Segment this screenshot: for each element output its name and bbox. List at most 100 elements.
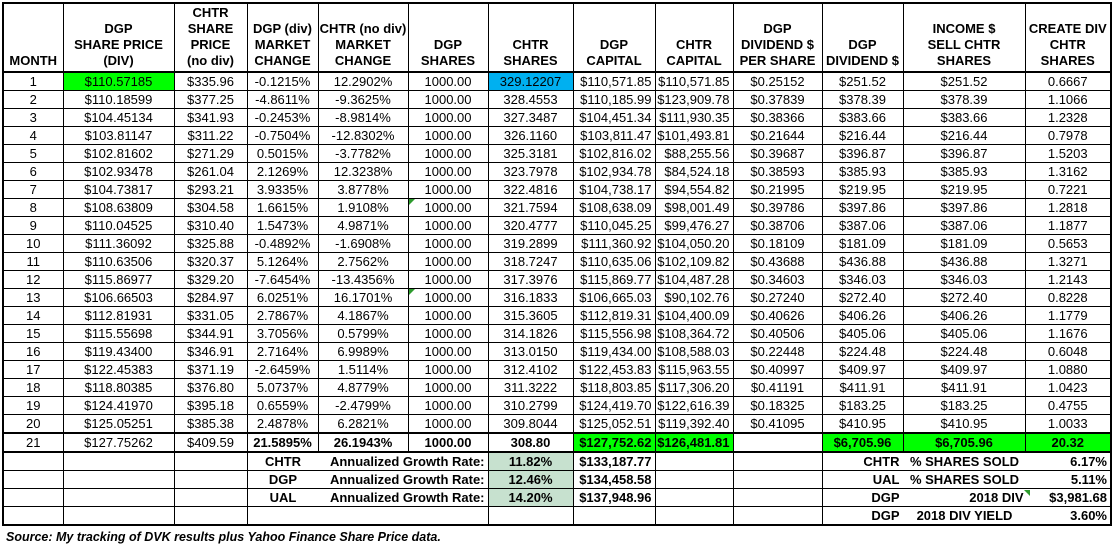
summary-growth-label-blank[interactable]: [246, 506, 489, 526]
cell-r8-chtr_capital[interactable]: $98,001.49: [654, 198, 734, 217]
cell-r21-div_per_share[interactable]: [732, 432, 823, 453]
cell-r10-dgp_shares[interactable]: 1000.00: [407, 234, 489, 253]
cell-r3-dgp_shares[interactable]: 1000.00: [407, 108, 489, 127]
cell-r12-chtr_price[interactable]: $329.20: [173, 270, 248, 289]
cell-r15-div_per_share[interactable]: $0.40506: [732, 324, 823, 343]
cell-r2-chtr_shares[interactable]: 328.4553: [487, 90, 574, 109]
cell-r11-div_per_share[interactable]: $0.43688: [732, 252, 823, 271]
summary-right-UAL-2[interactable]: UAL % SHARES SOLD 5.11%: [821, 470, 1112, 489]
cell-r20-dgp_capital[interactable]: $125,052.51: [572, 414, 656, 434]
cell-r2-dgp_shares[interactable]: 1000.00: [407, 90, 489, 109]
cell-r16-dgp_shares[interactable]: 1000.00: [407, 342, 489, 361]
cell-summary-1-chtr_price[interactable]: [173, 451, 248, 471]
cell-r18-create_div[interactable]: 1.0423: [1024, 378, 1112, 397]
cell-r9-chtr_shares[interactable]: 320.4777: [487, 216, 574, 235]
cell-r18-dgp_price[interactable]: $118.80385: [62, 378, 175, 397]
col-header-dgp_shares[interactable]: DGP SHARES: [407, 2, 489, 73]
cell-r2-chtr_capital[interactable]: $123,909.78: [654, 90, 734, 109]
cell-r20-chtr_capital[interactable]: $119,392.40: [654, 414, 734, 434]
cell-r4-dgp_dividend[interactable]: $216.44: [821, 126, 904, 145]
cell-r16-chtr_price[interactable]: $346.91: [173, 342, 248, 361]
cell-summary-3-chtr_price[interactable]: [173, 488, 248, 507]
cell-summary-2-dgp_price[interactable]: [62, 470, 175, 489]
cell-r12-chtr_capital[interactable]: $104,487.28: [654, 270, 734, 289]
cell-r6-month[interactable]: 6: [2, 162, 64, 181]
cell-summary-4-chtr_capital[interactable]: [654, 506, 734, 526]
cell-r10-div_per_share[interactable]: $0.18109: [732, 234, 823, 253]
cell-r7-div_per_share[interactable]: $0.21995: [732, 180, 823, 199]
cell-r17-dgp_chg[interactable]: -2.6459%: [246, 360, 319, 379]
cell-r8-dgp_shares[interactable]: 1000.00: [407, 198, 489, 217]
cell-r13-div_per_share[interactable]: $0.27240: [732, 288, 823, 307]
cell-r2-dgp_dividend[interactable]: $378.39: [821, 90, 904, 109]
col-header-chtr_price[interactable]: CHTR SHARE PRICE (no div): [173, 2, 248, 73]
cell-r4-income_sell[interactable]: $216.44: [902, 126, 1026, 145]
summary-growth-amount-DGP[interactable]: $134,458.58: [572, 470, 656, 489]
cell-r18-chtr_shares[interactable]: 311.3222: [487, 378, 574, 397]
cell-r7-dgp_chg[interactable]: 3.9335%: [246, 180, 319, 199]
cell-r21-chtr_chg[interactable]: 26.1943%: [317, 432, 409, 453]
cell-summary-3-div_per_share[interactable]: [732, 488, 823, 507]
cell-r2-dgp_capital[interactable]: $110,185.99: [572, 90, 656, 109]
cell-r7-dgp_shares[interactable]: 1000.00: [407, 180, 489, 199]
cell-r3-dgp_price[interactable]: $104.45134: [62, 108, 175, 127]
cell-r8-month[interactable]: 8: [2, 198, 64, 217]
cell-r5-dgp_shares[interactable]: 1000.00: [407, 144, 489, 163]
cell-r20-create_div[interactable]: 1.0033: [1024, 414, 1112, 434]
cell-r13-dgp_shares[interactable]: 1000.00: [407, 288, 489, 307]
cell-r8-dgp_price[interactable]: $108.63809: [62, 198, 175, 217]
cell-r19-dgp_shares[interactable]: 1000.00: [407, 396, 489, 415]
cell-r16-dgp_chg[interactable]: 2.7164%: [246, 342, 319, 361]
cell-r13-chtr_shares[interactable]: 316.1833: [487, 288, 574, 307]
cell-r18-income_sell[interactable]: $411.91: [902, 378, 1026, 397]
cell-r10-chtr_price[interactable]: $325.88: [173, 234, 248, 253]
summary-growth-rate-value-blank[interactable]: [487, 506, 574, 526]
cell-summary-1-month[interactable]: [2, 451, 64, 471]
cell-r13-month[interactable]: 13: [2, 288, 64, 307]
cell-r3-div_per_share[interactable]: $0.38366: [732, 108, 823, 127]
summary-growth-amount-UAL[interactable]: $137,948.96: [572, 488, 656, 507]
cell-r17-chtr_chg[interactable]: 1.5114%: [317, 360, 409, 379]
cell-r11-dgp_capital[interactable]: $110,635.06: [572, 252, 656, 271]
cell-r14-dgp_price[interactable]: $112.81931: [62, 306, 175, 325]
cell-r11-dgp_chg[interactable]: 5.1264%: [246, 252, 319, 271]
cell-r6-dgp_chg[interactable]: 2.1269%: [246, 162, 319, 181]
cell-r19-chtr_price[interactable]: $395.18: [173, 396, 248, 415]
cell-r21-dgp_dividend[interactable]: $6,705.96: [821, 432, 904, 453]
cell-r10-dgp_chg[interactable]: -0.4892%: [246, 234, 319, 253]
cell-summary-1-chtr_capital[interactable]: [654, 451, 734, 471]
cell-r19-month[interactable]: 19: [2, 396, 64, 415]
cell-r12-dgp_price[interactable]: $115.86977: [62, 270, 175, 289]
cell-r19-income_sell[interactable]: $183.25: [902, 396, 1026, 415]
cell-r7-create_div[interactable]: 0.7221: [1024, 180, 1112, 199]
cell-r19-div_per_share[interactable]: $0.18325: [732, 396, 823, 415]
cell-r7-chtr_capital[interactable]: $94,554.82: [654, 180, 734, 199]
cell-r2-chtr_chg[interactable]: -9.3625%: [317, 90, 409, 109]
cell-r19-dgp_price[interactable]: $124.41970: [62, 396, 175, 415]
cell-r6-dgp_dividend[interactable]: $385.93: [821, 162, 904, 181]
cell-summary-4-chtr_price[interactable]: [173, 506, 248, 526]
cell-r5-chtr_chg[interactable]: -3.7782%: [317, 144, 409, 163]
cell-r15-income_sell[interactable]: $405.06: [902, 324, 1026, 343]
cell-r2-dgp_price[interactable]: $110.18599: [62, 90, 175, 109]
cell-r1-chtr_capital[interactable]: $110,571.85: [654, 71, 734, 91]
cell-r15-dgp_chg[interactable]: 3.7056%: [246, 324, 319, 343]
cell-r18-chtr_price[interactable]: $376.80: [173, 378, 248, 397]
cell-r9-chtr_price[interactable]: $310.40: [173, 216, 248, 235]
cell-r12-dgp_chg[interactable]: -7.6454%: [246, 270, 319, 289]
cell-r4-create_div[interactable]: 0.7978: [1024, 126, 1112, 145]
cell-r21-chtr_shares[interactable]: 308.80: [487, 432, 574, 453]
cell-summary-2-chtr_price[interactable]: [173, 470, 248, 489]
cell-r9-month[interactable]: 9: [2, 216, 64, 235]
cell-r11-chtr_price[interactable]: $320.37: [173, 252, 248, 271]
cell-r19-dgp_chg[interactable]: 0.6559%: [246, 396, 319, 415]
cell-r4-month[interactable]: 4: [2, 126, 64, 145]
cell-r14-chtr_price[interactable]: $331.05: [173, 306, 248, 325]
cell-r5-chtr_shares[interactable]: 325.3181: [487, 144, 574, 163]
cell-r8-dgp_chg[interactable]: 1.6615%: [246, 198, 319, 217]
cell-r5-dgp_capital[interactable]: $102,816.02: [572, 144, 656, 163]
summary-right-CHTR-1[interactable]: CHTR % SHARES SOLD 6.17%: [821, 451, 1112, 471]
cell-r6-dgp_shares[interactable]: 1000.00: [407, 162, 489, 181]
cell-r19-chtr_capital[interactable]: $122,616.39: [654, 396, 734, 415]
cell-r5-month[interactable]: 5: [2, 144, 64, 163]
